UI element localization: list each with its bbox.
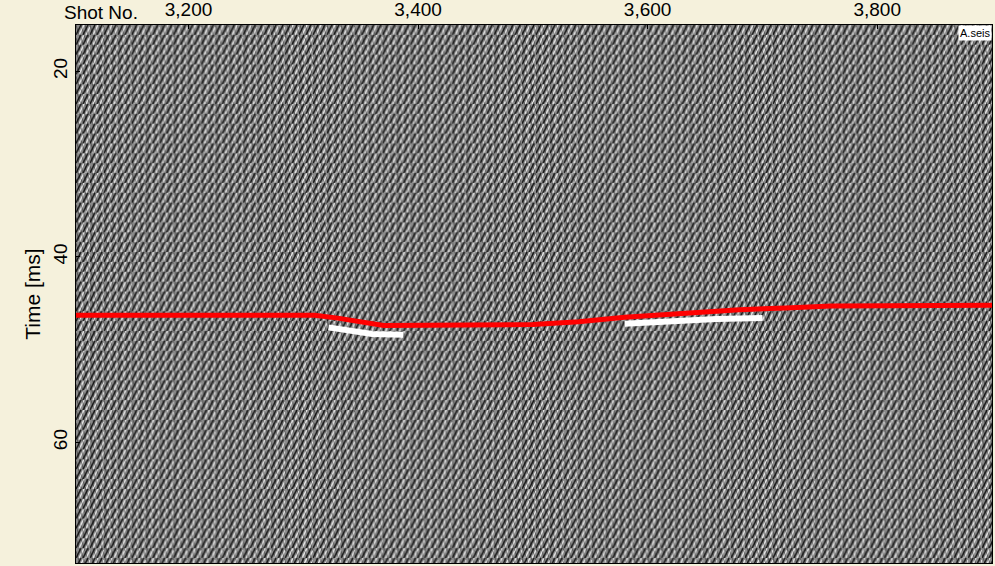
svg-text:3,600: 3,600 xyxy=(624,0,672,20)
svg-text:60: 60 xyxy=(50,429,71,450)
svg-text:3,800: 3,800 xyxy=(853,0,901,20)
svg-text:40: 40 xyxy=(50,243,71,264)
svg-text:Time [ms]: Time [ms] xyxy=(21,248,44,339)
svg-text:20: 20 xyxy=(50,58,71,79)
svg-text:A.seis: A.seis xyxy=(960,27,990,39)
svg-text:3,200: 3,200 xyxy=(165,0,213,20)
svg-text:3,400: 3,400 xyxy=(394,0,442,20)
svg-text:Shot No.: Shot No. xyxy=(64,2,138,23)
